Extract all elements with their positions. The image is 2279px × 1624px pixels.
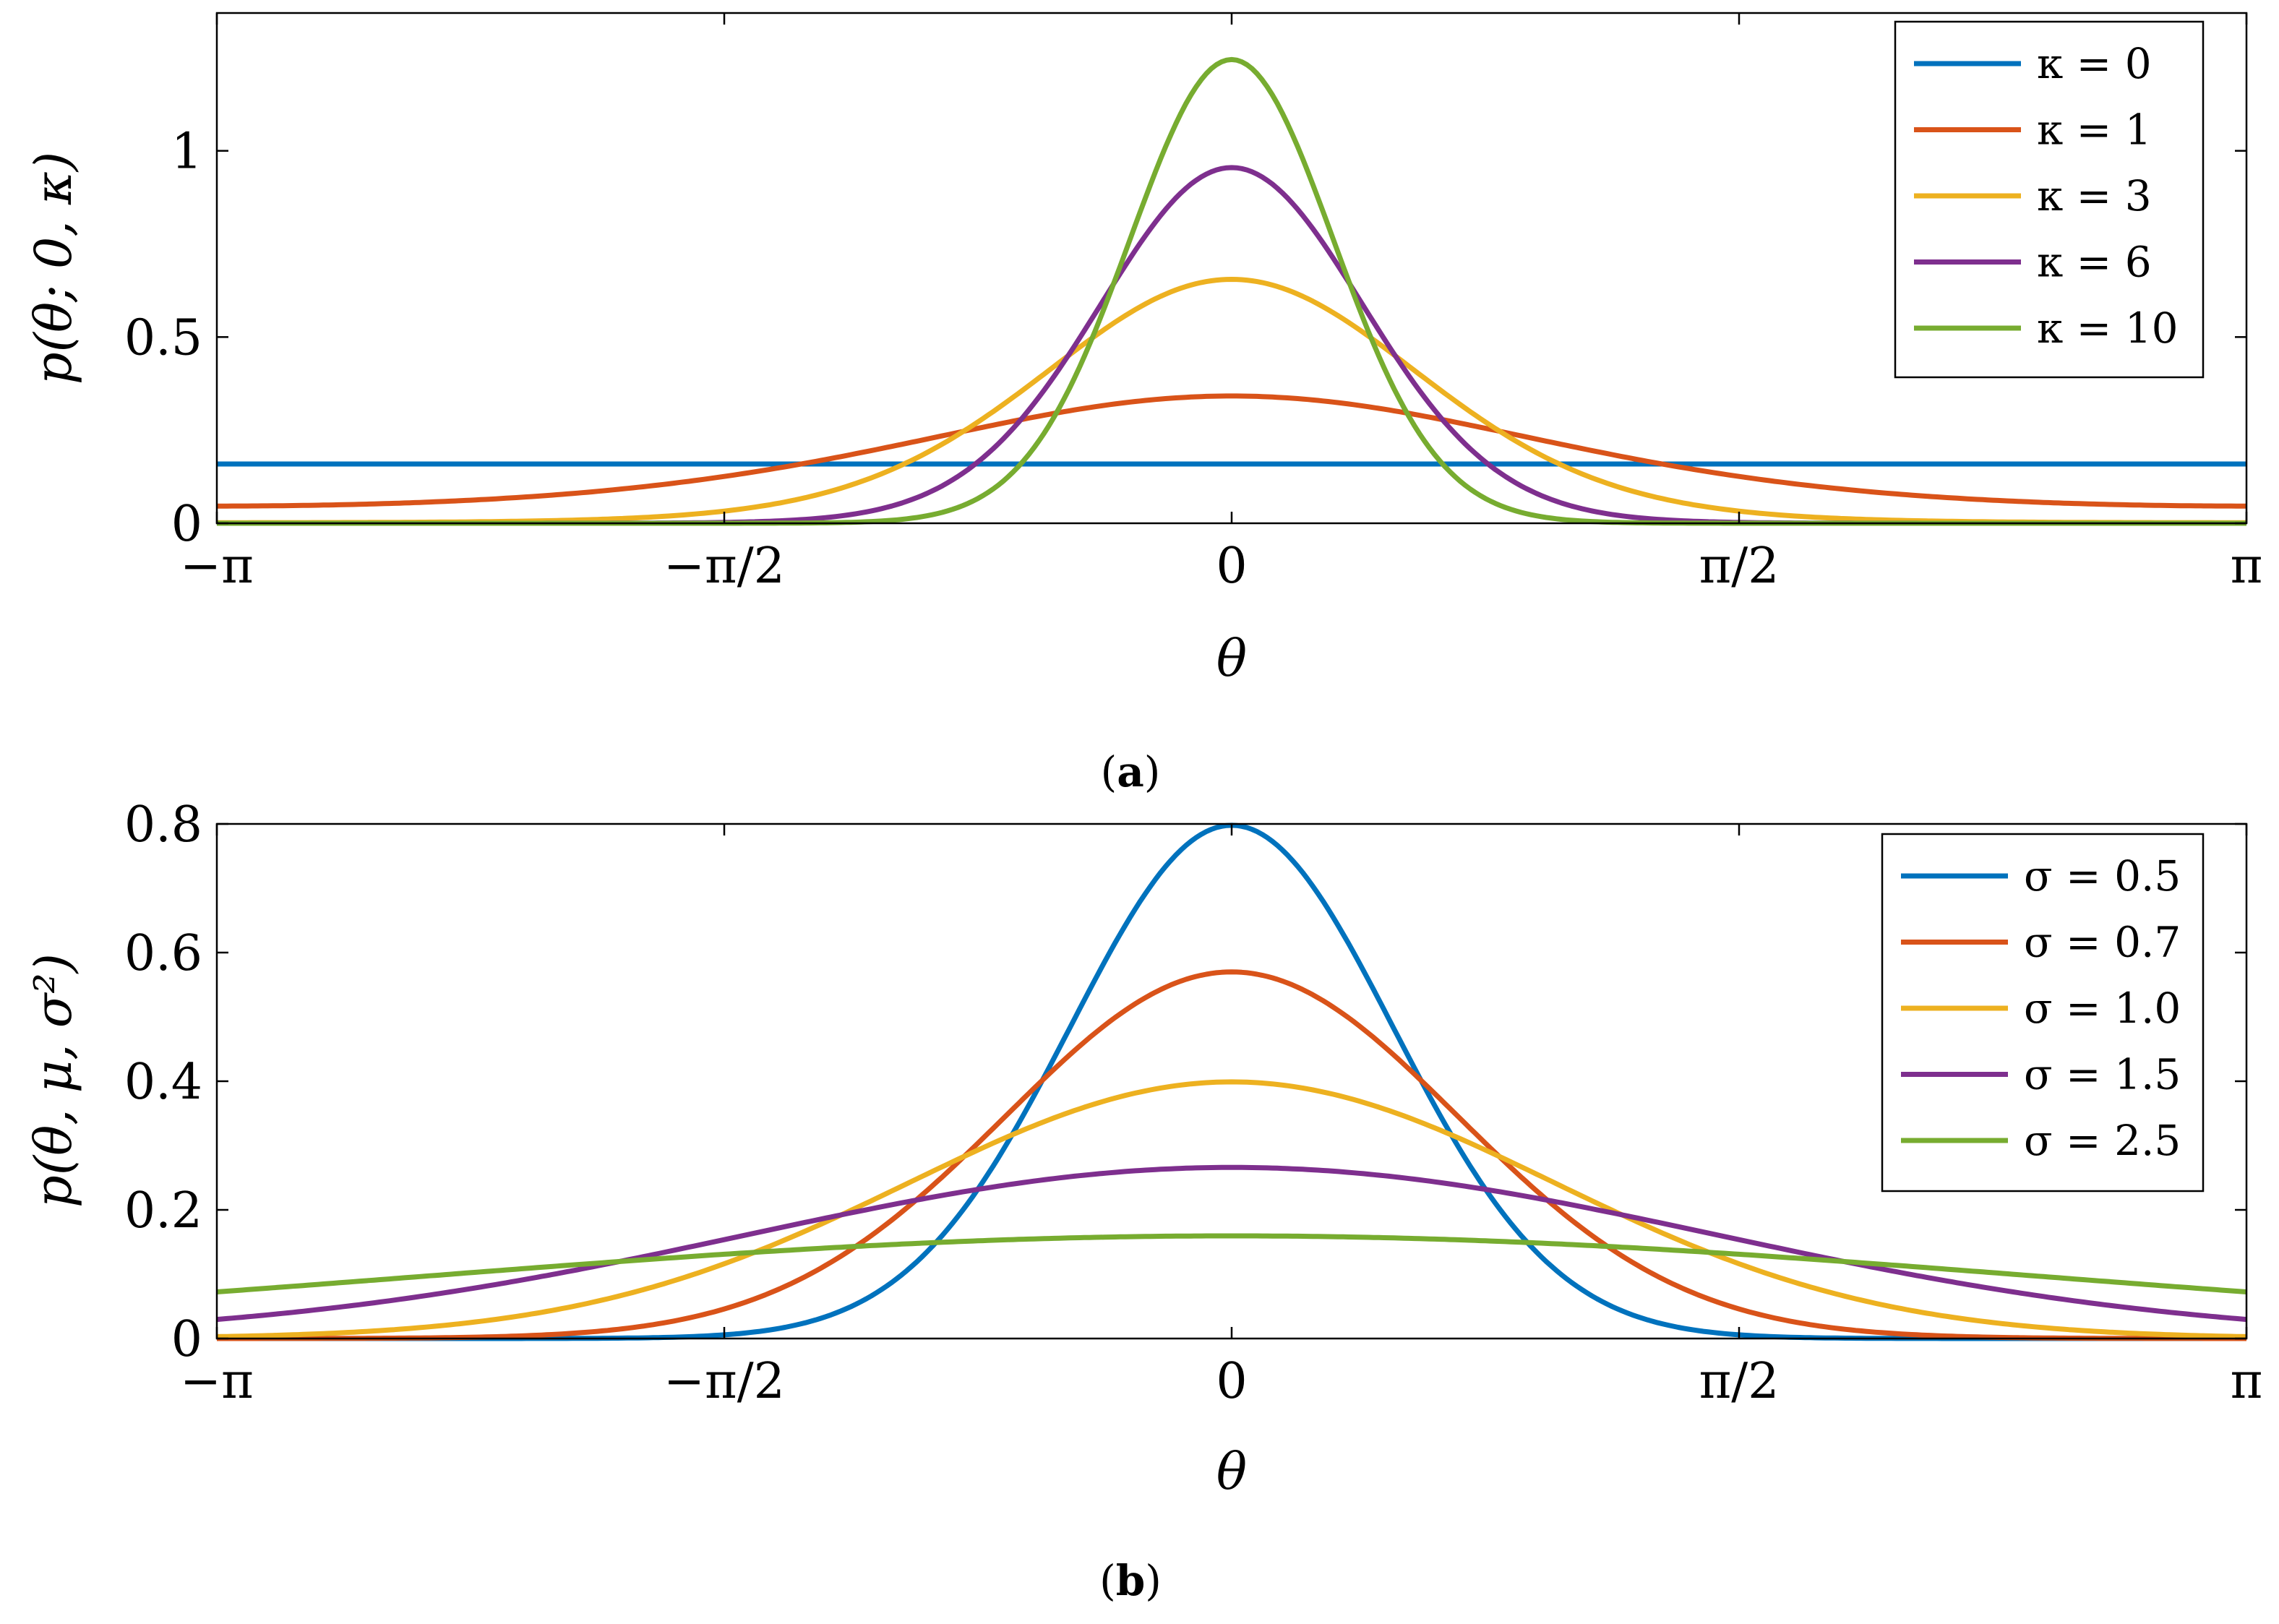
panel-a: −π −π/2 0 π/2 π 00.51 θ p(θ; 0, κ) κ = 0κ = … — [24, 12, 2262, 796]
panel-b-legend-label-4: σ = 1.5 — [2024, 1050, 2181, 1099]
panel-a-y-tick-label: 0.5 — [124, 309, 202, 366]
panel-a-x-ticks: −π −π/2 0 π/2 π — [180, 13, 2262, 595]
panel-b-legend-label-5: σ = 2.5 — [2024, 1116, 2181, 1165]
panel-b-x-tick-label: π/2 — [1699, 1353, 1780, 1410]
panel-b-legend: σ = 0.5 σ = 0.7 σ = 1.0 σ = 1.5 σ = 2.5 — [1881, 833, 2205, 1193]
panel-b-x-tick-label: −π — [180, 1353, 254, 1410]
panel-b-x-tick-label: −π/2 — [664, 1353, 785, 1410]
panel-b-legend-label-3: σ = 1.0 — [2024, 984, 2181, 1033]
panel-b-caption: (b) — [1099, 1556, 1162, 1605]
panel-a-legend-box — [1894, 20, 2205, 379]
panel-b-series-3-line — [216, 1079, 2247, 1339]
panel-b-legend-label-1: σ = 0.5 — [2024, 851, 2181, 901]
panel-a-y-tick-label: 0 — [171, 496, 202, 553]
panel-b: −π −π/2 0 π/2 π 00.20.40.60.8 θ p(θ, μ, σ²) … — [24, 796, 2262, 1605]
panel-b-legend-box — [1881, 833, 2205, 1193]
panel-a-legend-entries: κ = 0 κ = 1 κ = 3 κ = 6 κ = 10 — [1914, 39, 2179, 353]
panel-a-legend-label-3: κ = 3 — [2037, 171, 2152, 220]
panel-b-y-tick-label: 0 — [171, 1311, 202, 1368]
panel-a-legend: κ = 0 κ = 1 κ = 3 κ = 6 κ = 10 — [1894, 20, 2205, 379]
panel-a-y-axis-label: p(θ; 0, κ) — [24, 152, 83, 384]
panel-a-legend-label-4: κ = 6 — [2037, 238, 2152, 287]
panel-a-series-3-line — [217, 277, 2246, 525]
panel-b-series-2-line — [217, 969, 2246, 1341]
panel-b-series-5-line — [216, 1233, 2247, 1294]
panel-a-caption: (a) — [1101, 747, 1161, 796]
panel-a-legend-label-1: κ = 0 — [2037, 39, 2152, 88]
panel-a-x-tick-label: −π/2 — [664, 538, 785, 595]
panel-a-x-axis-label: θ — [1216, 629, 1247, 688]
panel-a-x-tick-label: π/2 — [1699, 538, 1780, 595]
panel-b-x-tick-label: 0 — [1216, 1353, 1247, 1410]
panel-a-x-tick-label: π — [2231, 538, 2263, 595]
panel-b-y-tick-label: 0.2 — [124, 1182, 202, 1240]
panel-a-legend-label-2: κ = 1 — [2037, 106, 2152, 155]
panel-a-series-2-line — [217, 393, 2246, 509]
panel-a-y-ticks: 00.51 — [124, 124, 2246, 553]
panel-b-x-ticks: −π −π/2 0 π/2 π — [180, 824, 2262, 1410]
panel-b-x-tick-label: π — [2231, 1353, 2263, 1410]
panel-b-legend-entries: σ = 0.5 σ = 0.7 σ = 1.0 σ = 1.5 σ = 2.5 — [1901, 851, 2181, 1165]
panel-a-x-tick-label: 0 — [1216, 538, 1247, 595]
panel-b-y-tick-label: 0.4 — [124, 1054, 202, 1111]
panel-b-y-tick-label: 0.6 — [124, 925, 202, 982]
panel-b-y-ticks: 0 0.2 0.4 0.6 0.8 — [124, 796, 2246, 1368]
panel-a-y-tick-label: 1 — [171, 124, 202, 181]
panel-b-x-axis-label: θ — [1216, 1442, 1247, 1501]
panel-b-legend-label-2: σ = 0.7 — [2024, 918, 2181, 967]
panel-a-legend-label-5: κ = 10 — [2037, 304, 2179, 353]
panel-b-y-tick-label: 0.8 — [124, 796, 202, 854]
panel-b-y-axis-label: p(θ, μ, σ²) — [24, 953, 83, 1208]
panel-b-series-4-line — [216, 1164, 2247, 1323]
panel-a-x-tick-label: −π — [180, 538, 254, 595]
